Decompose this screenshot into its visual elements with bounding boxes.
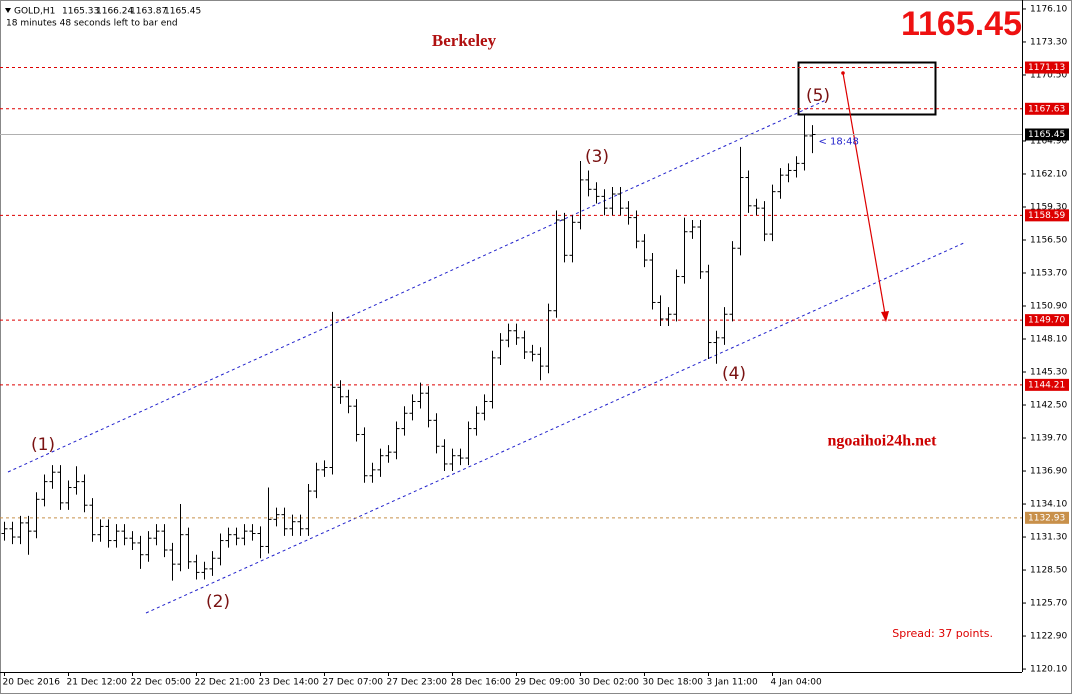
y-tick-label: 1148.10: [1030, 335, 1067, 345]
arrow-start: [841, 71, 845, 75]
x-tick-label: 27 Dec 23:00: [387, 678, 448, 688]
level-box: [1025, 61, 1069, 74]
level-label: 1144.21: [1028, 380, 1065, 390]
x-tick-label: 22 Dec 05:00: [131, 678, 192, 688]
header-value: 1163.87: [130, 7, 167, 17]
x-tick-label: 30 Dec 18:00: [643, 678, 704, 688]
wave-label: (1): [31, 435, 55, 455]
header-value: 1165.45: [164, 7, 201, 17]
y-tick-label: 1145.30: [1030, 368, 1067, 378]
level-label: 1158.59: [1028, 211, 1065, 221]
level-box: [1025, 102, 1069, 115]
wave-label: (2): [206, 592, 230, 612]
x-tick-label: 3 Jan 11:00: [707, 678, 759, 688]
source: ngoaihoi24h.net: [828, 433, 938, 450]
x-tick-label: 22 Dec 21:00: [195, 678, 256, 688]
x-tick-label: 29 Dec 09:00: [515, 678, 576, 688]
y-tick-label: 1153.70: [1030, 268, 1067, 278]
timer-text: 18 minutes 48 seconds left to bar end: [6, 19, 178, 29]
y-tick-label: 1139.70: [1030, 434, 1067, 444]
wave-label: (4): [722, 364, 746, 384]
level-box: [1025, 209, 1069, 222]
current-price-box: [1025, 128, 1069, 141]
y-tick-label: 1125.70: [1030, 599, 1067, 609]
x-tick-label: 23 Dec 14:00: [259, 678, 320, 688]
y-tick-label: 1164.90: [1030, 136, 1067, 146]
y-tick-label: 1142.50: [1030, 401, 1067, 411]
y-tick-label: 1136.90: [1030, 467, 1067, 477]
wave-label: (5): [806, 86, 830, 106]
x-tick-label: 28 Dec 16:00: [451, 678, 512, 688]
y-tick-label: 1156.50: [1030, 235, 1067, 245]
level-label: 1171.13: [1028, 63, 1065, 73]
menu-arrow: [5, 8, 11, 13]
y-tick-label: 1162.10: [1030, 169, 1067, 179]
x-tick-label: 4 Jan 04:00: [771, 678, 823, 688]
y-tick-label: 1176.10: [1030, 4, 1067, 14]
y-tick-label: 1159.30: [1030, 202, 1067, 212]
y-tick-label: 1131.30: [1030, 533, 1067, 543]
level-label: 1167.63: [1028, 104, 1065, 114]
watermark: Berkeley: [432, 31, 497, 50]
current-price-label: 1165.45: [1028, 130, 1065, 140]
x-tick-label: 30 Dec 02:00: [579, 678, 640, 688]
channel-lower: [145, 241, 967, 614]
level-label: 1132.93: [1028, 513, 1065, 523]
countdown: < 18:48: [819, 136, 859, 147]
header-value: 1165.33: [62, 7, 99, 17]
y-tick-label: 1170.50: [1030, 70, 1067, 80]
level-box: [1025, 378, 1069, 391]
header-value: 1166.24: [96, 7, 133, 17]
big-price: 1165.45: [901, 5, 1022, 43]
y-tick-label: 1134.10: [1030, 500, 1067, 510]
y-tick-label: 1122.90: [1030, 632, 1067, 642]
spread: Spread: 37 points.: [892, 627, 993, 640]
target-box: [797, 61, 937, 116]
level-box: [1025, 511, 1069, 524]
y-tick-label: 1173.30: [1030, 37, 1067, 47]
level-box: [1025, 314, 1069, 327]
wave-label: (3): [585, 147, 609, 167]
overlay: 1171.13 1167.63 1158.59 1149.70 1144.21 1132.…: [1025, 61, 1069, 524]
arrow-head: [881, 311, 889, 322]
forecast-arrow: [842, 72, 886, 315]
y-tick-label: 1150.90: [1030, 302, 1067, 312]
y-tick-label: 1120.10: [1030, 665, 1067, 675]
x-tick-label: 27 Dec 07:00: [323, 678, 384, 688]
y-tick-label: 1128.50: [1030, 566, 1067, 576]
symbol: GOLD,H1: [14, 7, 55, 17]
x-tick-label: 21 Dec 12:00: [67, 678, 128, 688]
level-label: 1149.70: [1028, 316, 1065, 326]
x-tick-label: 20 Dec 2016: [3, 678, 61, 688]
